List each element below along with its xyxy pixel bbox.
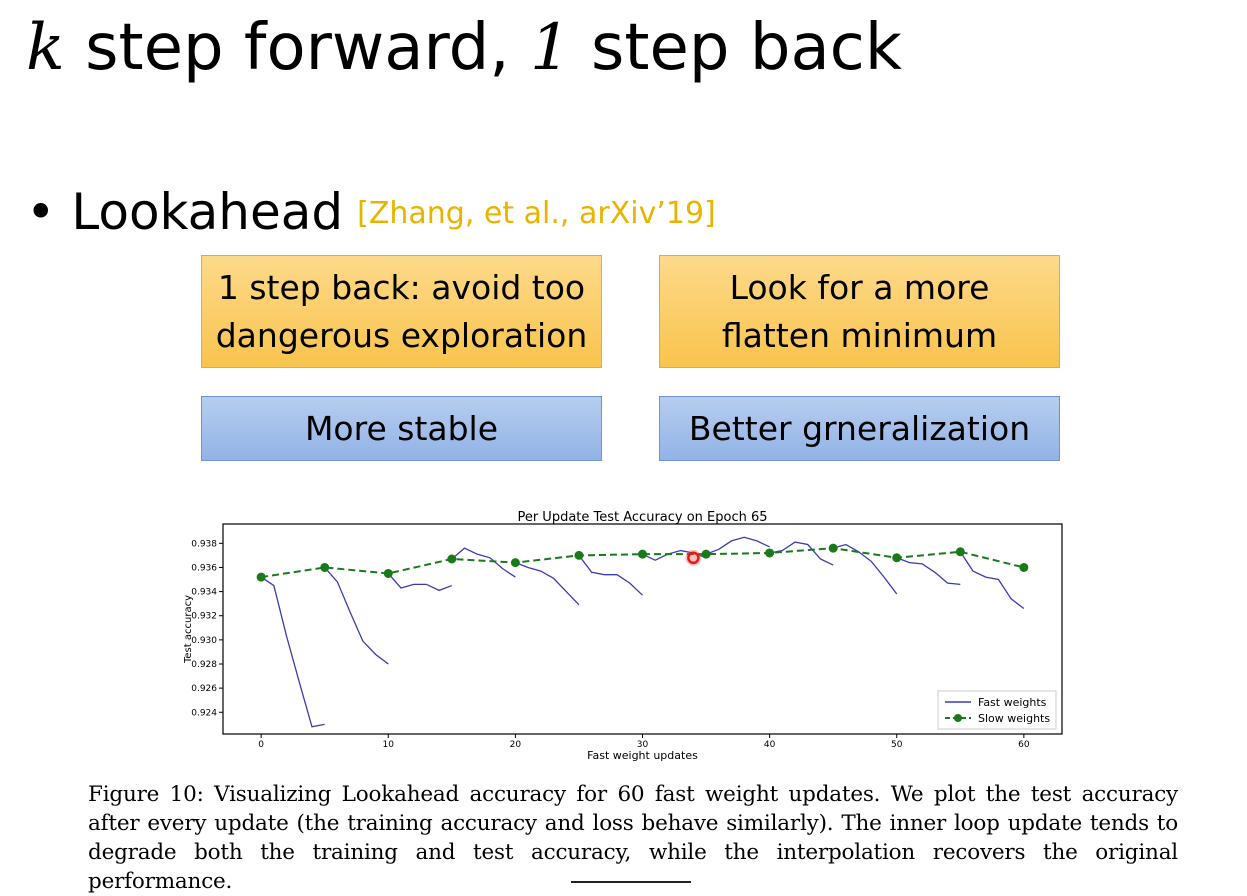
y-tick-label: 0.930 (191, 636, 217, 646)
bullet-lookahead: • Lookahead [Zhang, et al., arXiv’19] (26, 183, 716, 241)
y-tick-label: 0.926 (191, 684, 217, 694)
x-tick-label: 10 (383, 740, 395, 750)
fast-weights-line (896, 557, 961, 585)
bullet-label: Lookahead (71, 183, 344, 241)
y-tick-label: 0.932 (191, 612, 217, 622)
pointer-dot (687, 551, 700, 565)
figure-caption: Figure 10: Visualizing Lookahead accurac… (88, 782, 1178, 894)
x-tick-label: 20 (510, 740, 522, 750)
box-better-generalization: Better grneralization (659, 396, 1060, 461)
slow-weights-point (256, 572, 266, 582)
x-tick-label: 30 (637, 740, 649, 750)
slow-weights-point (510, 558, 520, 568)
fast-weights-line (578, 554, 643, 596)
slow-weights-point (892, 553, 902, 563)
legend-box (937, 690, 1057, 730)
fast-weights-line (324, 567, 389, 665)
legend-slow-marker (954, 714, 962, 722)
chart-title: Per Update Test Accuracy on Epoch 65 (517, 510, 767, 525)
title-end: step back (570, 11, 902, 85)
fast-weights-line (833, 543, 898, 595)
fast-weights-line (260, 576, 325, 728)
slow-weights-point (1019, 562, 1029, 572)
x-axis-label: Fast weight updates (587, 749, 698, 762)
y-tick-label: 0.934 (191, 588, 217, 598)
x-tick-label: 50 (891, 740, 903, 750)
reference-citation: [Zhang, et al., arXiv’19] (357, 196, 716, 231)
slide-title: k step forward, 1 step back (26, 6, 902, 90)
fast-weights-line (769, 541, 834, 566)
x-tick-label: 0 (258, 740, 264, 750)
plot-frame (222, 523, 1063, 735)
fast-weights-line (451, 547, 516, 578)
box-step-back-line2: dangerous exploration (215, 315, 588, 355)
y-tick-label: 0.924 (191, 708, 217, 718)
fast-weights-line (959, 551, 1025, 610)
box-flatten-line2: flatten minimum (721, 315, 998, 355)
slow-weights-point (701, 549, 711, 559)
title-k: k (26, 11, 65, 85)
legend-fast-label: Fast weights (978, 696, 1047, 709)
fast-weights-line (387, 573, 453, 592)
y-tick-label: 0.938 (191, 539, 217, 549)
x-tick-label: 40 (764, 740, 776, 750)
box-more-stable-label: More stable (304, 408, 499, 448)
y-tick-label: 0.936 (191, 563, 217, 573)
box-better-generalization-label: Better grneralization (688, 408, 1031, 448)
slow-weights-point (638, 549, 647, 559)
box-flatten-line1: Look for a more (729, 267, 990, 307)
slow-weights-point (828, 543, 838, 553)
y-axis-label: Test accuracy (183, 595, 194, 664)
box-more-stable: More stable (201, 396, 602, 461)
bottom-rule (571, 881, 691, 883)
slow-weights-point (955, 547, 965, 557)
legend-slow-label: Slow weights (978, 712, 1050, 725)
slow-weights-point (383, 568, 393, 578)
box-flatten-minimum: Look for a more flatten minimum (659, 255, 1060, 368)
box-step-back-line1: 1 step back: avoid too (217, 267, 586, 307)
slow-weights-point (574, 550, 584, 560)
accuracy-chart: Per Update Test Accuracy on Epoch 65 0.92… (183, 510, 1063, 762)
y-tick-label: 0.928 (191, 660, 217, 670)
fast-weights-line (515, 562, 580, 606)
title-one: 1 (529, 11, 571, 85)
box-step-back: 1 step back: avoid too dangerous explorat… (201, 255, 602, 368)
slow-weights-point (447, 554, 457, 564)
title-mid: step forward, (64, 11, 530, 85)
slow-weights-point (320, 562, 330, 572)
slow-weights-point (765, 548, 775, 558)
x-tick-label: 60 (1018, 740, 1030, 750)
fast-weights-line (705, 536, 770, 555)
